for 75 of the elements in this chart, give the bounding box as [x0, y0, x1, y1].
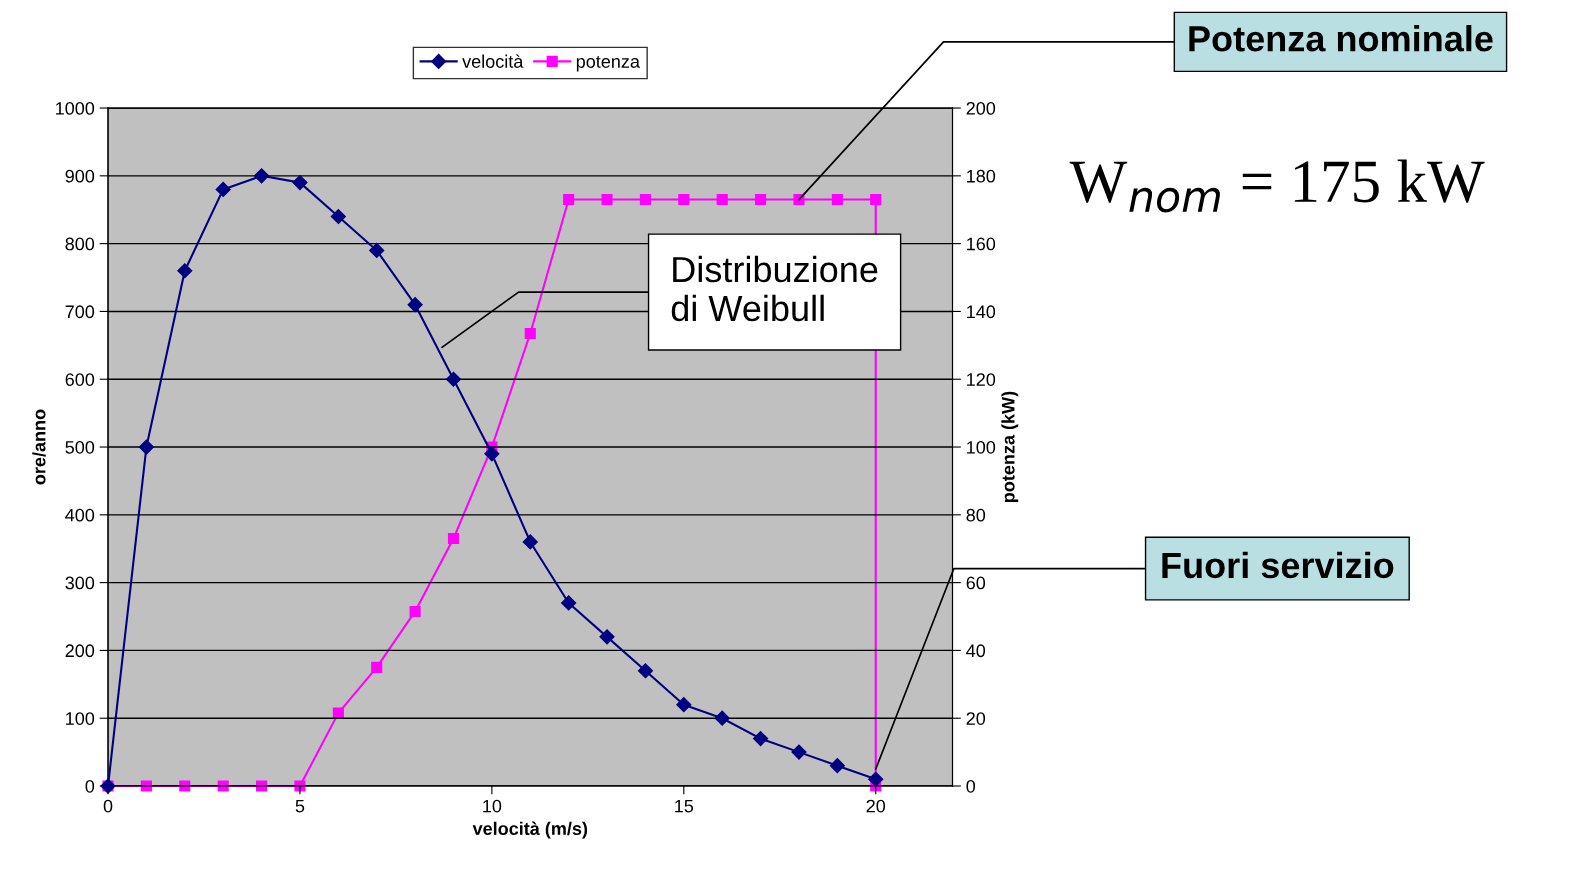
point	[371, 661, 383, 673]
point	[868, 771, 884, 787]
point	[138, 439, 154, 455]
point	[599, 629, 615, 645]
point	[332, 707, 344, 719]
text: W$_{nom}$ = 175 kW	[1069, 159, 1485, 213]
x-tick-label: 5	[295, 799, 305, 813]
y2-tick-label: 20	[966, 712, 986, 725]
annotation: Potenza nominale	[1189, 25, 1493, 52]
point	[637, 663, 653, 679]
point	[447, 533, 460, 545]
y-tick-label: 1000	[56, 101, 95, 115]
y2-tick-label: 100	[967, 440, 996, 454]
point	[369, 242, 385, 258]
point	[755, 194, 767, 206]
point	[409, 605, 421, 617]
y-tick-label: 400	[65, 508, 95, 522]
point	[177, 263, 193, 279]
point	[716, 194, 728, 206]
x-tick-label: 10	[483, 799, 502, 813]
point	[179, 780, 191, 792]
y-axis-title: ore/anno	[32, 409, 46, 485]
point	[524, 327, 536, 340]
point	[601, 194, 613, 206]
y-tick-label: 0	[85, 779, 95, 793]
y-tick-label: 300	[65, 576, 95, 590]
point	[253, 168, 270, 184]
point	[294, 780, 306, 792]
point	[330, 208, 346, 225]
point	[407, 297, 423, 313]
legend-label: potenza	[576, 56, 640, 72]
y-tick-label: 600	[65, 373, 95, 386]
point	[870, 194, 882, 206]
point	[256, 780, 268, 792]
y-tick-label: 700	[65, 305, 95, 319]
point	[140, 780, 152, 792]
y2-tick-label: 40	[966, 644, 986, 658]
point	[292, 175, 308, 191]
point	[445, 371, 462, 387]
point	[639, 194, 651, 206]
y2-tick-label: 80	[966, 508, 986, 522]
y2-tick-label: 180	[967, 169, 996, 183]
point	[714, 710, 730, 726]
x-tick-label: 0	[103, 799, 113, 813]
point	[753, 730, 769, 747]
y-tick-label: 800	[65, 237, 95, 251]
point	[829, 758, 845, 774]
point	[678, 194, 690, 206]
point	[563, 194, 575, 206]
y-tick-label: 900	[65, 169, 95, 183]
y2-tick-label: 60	[966, 576, 986, 590]
point	[522, 534, 538, 550]
point	[793, 194, 805, 206]
x-axis-title: velocità (m/s)	[472, 821, 588, 839]
y2-axis-title: potenza (kW)	[1001, 391, 1019, 502]
point	[676, 697, 692, 713]
point	[217, 780, 229, 792]
point	[215, 181, 231, 197]
point	[831, 194, 843, 206]
y2-tick-label: 200	[966, 101, 996, 115]
y2-tick-label: 140	[967, 305, 996, 319]
x-tick-label: 15	[675, 799, 694, 813]
y-tick-label: 100	[66, 712, 95, 725]
y-tick-label: 200	[65, 644, 95, 658]
y2-tick-label: 0	[966, 779, 976, 793]
point	[791, 744, 807, 760]
x-tick-label: 20	[866, 799, 886, 813]
y-tick-label: 500	[65, 440, 95, 454]
y2-tick-label: 120	[967, 373, 996, 386]
y2-tick-label: 160	[967, 237, 996, 251]
point	[484, 446, 500, 462]
legend-label: velocità	[462, 54, 524, 68]
point	[561, 595, 577, 611]
annotation: Fuori servizio	[1162, 551, 1394, 579]
annotation: Distribuzione di Weibull	[671, 255, 878, 322]
